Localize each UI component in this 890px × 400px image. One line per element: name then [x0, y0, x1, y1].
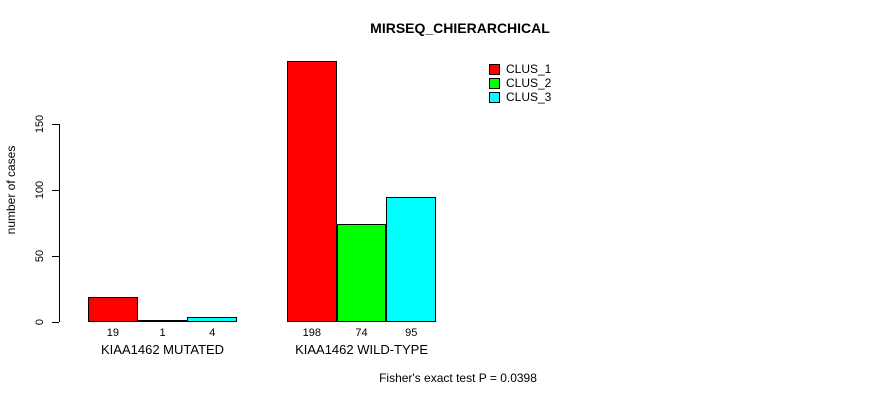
legend: CLUS_1 CLUS_2 CLUS_3 [489, 62, 552, 104]
bar-value-label: 74 [355, 327, 368, 339]
legend-item-clus_3: CLUS_3 [489, 90, 552, 104]
y-axis-line [59, 124, 60, 322]
chart-title: MIRSEQ_CHIERARCHICAL [370, 20, 550, 36]
bar-value-label: 19 [106, 327, 119, 339]
y-axis-tick [52, 190, 59, 191]
x-axis-category-label: KIAA1462 WILD-TYPE [295, 342, 429, 357]
bar-value-label: 95 [405, 327, 418, 339]
legend-item-clus_2: CLUS_2 [489, 76, 552, 90]
y-axis-tick [52, 124, 59, 125]
y-axis-tick [52, 322, 59, 323]
legend-swatch-clus_3 [489, 91, 500, 103]
bar-clus_3-mutated [187, 316, 238, 322]
annotation-fisher-test: Fisher's exact test P = 0.0398 [379, 371, 537, 385]
y-axis-label: number of cases [4, 145, 18, 235]
bar-value-label: 1 [159, 327, 166, 339]
y-axis-tick-label: 50 [34, 249, 46, 263]
bar-clus_2-mutated [137, 320, 188, 322]
bar-clus_1-mutated [88, 296, 138, 322]
bar-value-label: 4 [209, 327, 216, 339]
y-axis-tick-label: 100 [34, 180, 46, 200]
bar-value-label: 198 [302, 327, 322, 339]
y-axis-tick [52, 256, 59, 257]
y-axis-tick-label: 0 [34, 318, 46, 326]
legend-label: CLUS_1 [506, 62, 552, 76]
legend-swatch-clus_1 [489, 63, 500, 75]
bar-clus_3-wild-type [386, 196, 437, 322]
bar-clus_1-wild-type [287, 60, 337, 322]
legend-swatch-clus_2 [489, 77, 500, 89]
x-axis-category-label: KIAA1462 MUTATED [101, 342, 225, 357]
bar-clus_2-wild-type [336, 224, 387, 322]
legend-label: CLUS_3 [506, 90, 552, 104]
legend-label: CLUS_2 [506, 76, 552, 90]
legend-item-clus_1: CLUS_1 [489, 62, 552, 76]
y-axis-tick-label: 150 [34, 114, 46, 134]
